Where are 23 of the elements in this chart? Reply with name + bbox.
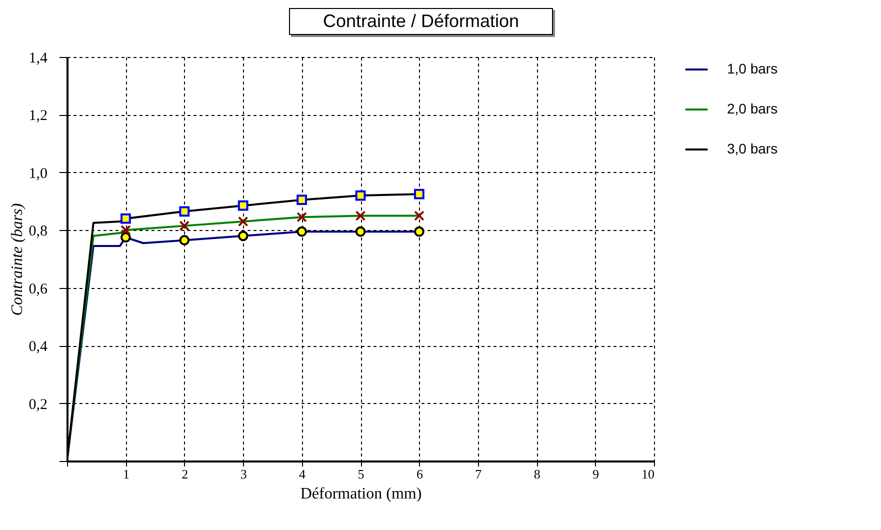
x-tick-label: 4 xyxy=(299,466,306,482)
y-tick-label: 0,4 xyxy=(28,339,48,356)
x-tick-label: 2 xyxy=(182,466,188,482)
y-axis-title: Contrainte (bars) xyxy=(8,203,26,316)
x-tick-label: 10 xyxy=(642,466,654,482)
x-tick-label: 3 xyxy=(240,466,247,482)
legend-label: 2,0 bars xyxy=(727,100,778,116)
x-tick-label: 7 xyxy=(475,466,482,482)
y-tick-label: 0,8 xyxy=(28,224,48,240)
x-tick-label: 6 xyxy=(416,466,424,482)
x-tick-label: 5 xyxy=(358,466,364,482)
chart-title: Contrainte / Déformation xyxy=(289,8,553,35)
y-tick-label: 1,4 xyxy=(28,50,48,66)
legend-label: 1,0 bars xyxy=(727,60,778,76)
legend-label: 3,0 bars xyxy=(727,140,778,156)
x-tick-label: 1 xyxy=(122,466,130,482)
y-tick-label: 0,6 xyxy=(28,281,48,298)
y-tick-label: 1,2 xyxy=(28,108,48,124)
y-tick-label: 1,0 xyxy=(28,166,48,182)
x-tick-label: 9 xyxy=(592,466,600,482)
x-tick-label: 8 xyxy=(534,466,540,482)
y-tick-label: 0,2 xyxy=(28,396,48,413)
x-axis-title: Déformation (mm) xyxy=(300,486,422,502)
